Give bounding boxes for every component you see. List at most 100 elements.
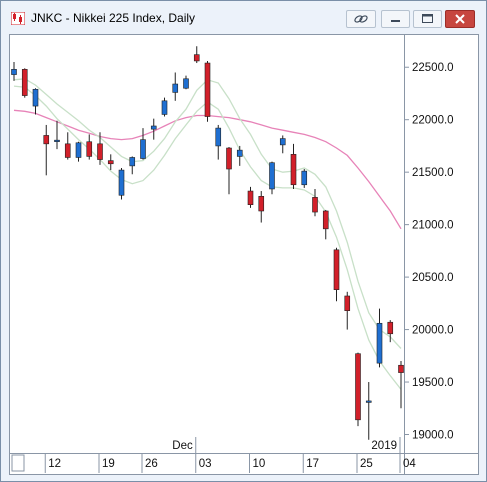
candle[interactable]	[387, 320, 394, 343]
x-tick-label: 10	[253, 458, 266, 470]
candle[interactable]	[365, 382, 372, 440]
candle-body	[172, 83, 179, 93]
link-button[interactable]	[346, 10, 376, 28]
candle-body	[129, 157, 136, 167]
candle[interactable]	[161, 97, 168, 117]
scroll-corner[interactable]	[11, 454, 25, 472]
candle-body	[236, 149, 243, 157]
candle-body	[215, 127, 222, 147]
period-label: 2019	[371, 440, 397, 452]
candle[interactable]	[204, 60, 211, 122]
candle-body	[161, 100, 168, 115]
candle-body	[64, 143, 71, 158]
candle[interactable]	[86, 134, 93, 160]
candle[interactable]	[129, 156, 136, 175]
chart-panel[interactable]: 22500.0 22000.0 21500.0 21000.0 20500.0 20000…	[9, 34, 479, 475]
candle[interactable]	[107, 154, 114, 171]
candle[interactable]	[226, 146, 232, 195]
close-button[interactable]	[445, 10, 475, 28]
candle-body	[365, 400, 372, 403]
candle[interactable]	[172, 72, 179, 101]
candle-body	[258, 196, 265, 212]
candle-body	[355, 353, 361, 421]
candle-body	[204, 62, 211, 117]
candle[interactable]	[376, 308, 383, 368]
candle-body	[43, 135, 50, 145]
candle-body	[247, 190, 254, 205]
close-icon	[455, 14, 465, 24]
candle[interactable]	[290, 143, 297, 189]
x-tick-label: 03	[199, 458, 212, 470]
x-tick-label: 04	[403, 458, 416, 470]
maximize-icon	[422, 14, 433, 23]
candle-body	[140, 139, 146, 159]
candle-body	[290, 154, 297, 186]
candle[interactable]	[355, 352, 361, 427]
candle[interactable]	[54, 120, 60, 150]
y-tick-label: 20000.0	[412, 325, 454, 337]
candle[interactable]	[333, 247, 340, 302]
candle-body	[193, 54, 200, 62]
candle-body	[279, 138, 286, 146]
candle[interactable]	[193, 46, 200, 64]
candle[interactable]	[32, 88, 39, 115]
candle-body	[226, 147, 232, 170]
y-tick-label: 19500.0	[412, 377, 454, 389]
candle[interactable]	[312, 188, 318, 217]
candle[interactable]	[21, 68, 28, 98]
maximize-button[interactable]	[413, 10, 442, 28]
candle-body	[322, 210, 329, 230]
candle-body	[398, 364, 404, 373]
candle-body	[75, 142, 82, 158]
candle-body	[376, 322, 383, 364]
candle-body	[183, 78, 189, 89]
candle[interactable]	[236, 145, 243, 166]
candle[interactable]	[11, 61, 17, 81]
minimize-icon	[391, 20, 400, 22]
candle-body	[312, 197, 318, 213]
x-tick-label: 17	[306, 458, 319, 470]
app-icon	[11, 12, 25, 25]
candle[interactable]	[269, 161, 275, 195]
candle[interactable]	[140, 128, 146, 160]
candle[interactable]	[183, 75, 189, 90]
candle-body	[21, 69, 28, 96]
x-tick-label: 25	[360, 458, 373, 470]
candle[interactable]	[64, 132, 71, 160]
x-tick-label: 19	[102, 458, 115, 470]
candle[interactable]	[301, 169, 308, 188]
candle[interactable]	[322, 209, 329, 240]
candle[interactable]	[43, 124, 50, 176]
candle-body	[344, 295, 351, 311]
y-tick-label: 21500.0	[412, 167, 454, 179]
candle-body	[150, 125, 157, 130]
candlestick-chart[interactable]: 22500.0 22000.0 21500.0 21000.0 20500.0 20000…	[10, 35, 478, 474]
candle-body	[107, 160, 114, 165]
candle-body	[269, 162, 275, 190]
candle[interactable]	[344, 291, 351, 330]
candle[interactable]	[118, 167, 125, 200]
candle[interactable]	[398, 361, 404, 409]
candle[interactable]	[97, 132, 103, 165]
y-tick-label: 22500.0	[412, 62, 454, 74]
x-tick-label: 26	[145, 458, 158, 470]
candle-body	[387, 321, 394, 335]
candle[interactable]	[258, 191, 265, 223]
minimize-button[interactable]	[381, 10, 410, 28]
candle-body	[301, 170, 308, 186]
y-tick-label: 20500.0	[412, 272, 454, 284]
x-tick-label: 12	[48, 458, 61, 470]
window-title: JNKC - Nikkei 225 Index, Daily	[31, 11, 196, 25]
candle[interactable]	[215, 124, 222, 160]
candle[interactable]	[279, 135, 286, 154]
candle[interactable]	[150, 118, 157, 140]
candle-body	[118, 169, 125, 196]
y-tick-label: 19000.0	[412, 430, 454, 442]
candle[interactable]	[247, 186, 254, 208]
y-tick-label: 22000.0	[412, 115, 454, 127]
candle-body	[333, 249, 340, 290]
title-bar[interactable]: JNKC - Nikkei 225 Index, Daily	[1, 1, 486, 33]
candle[interactable]	[75, 141, 82, 162]
y-tick-label: 21000.0	[412, 220, 454, 232]
